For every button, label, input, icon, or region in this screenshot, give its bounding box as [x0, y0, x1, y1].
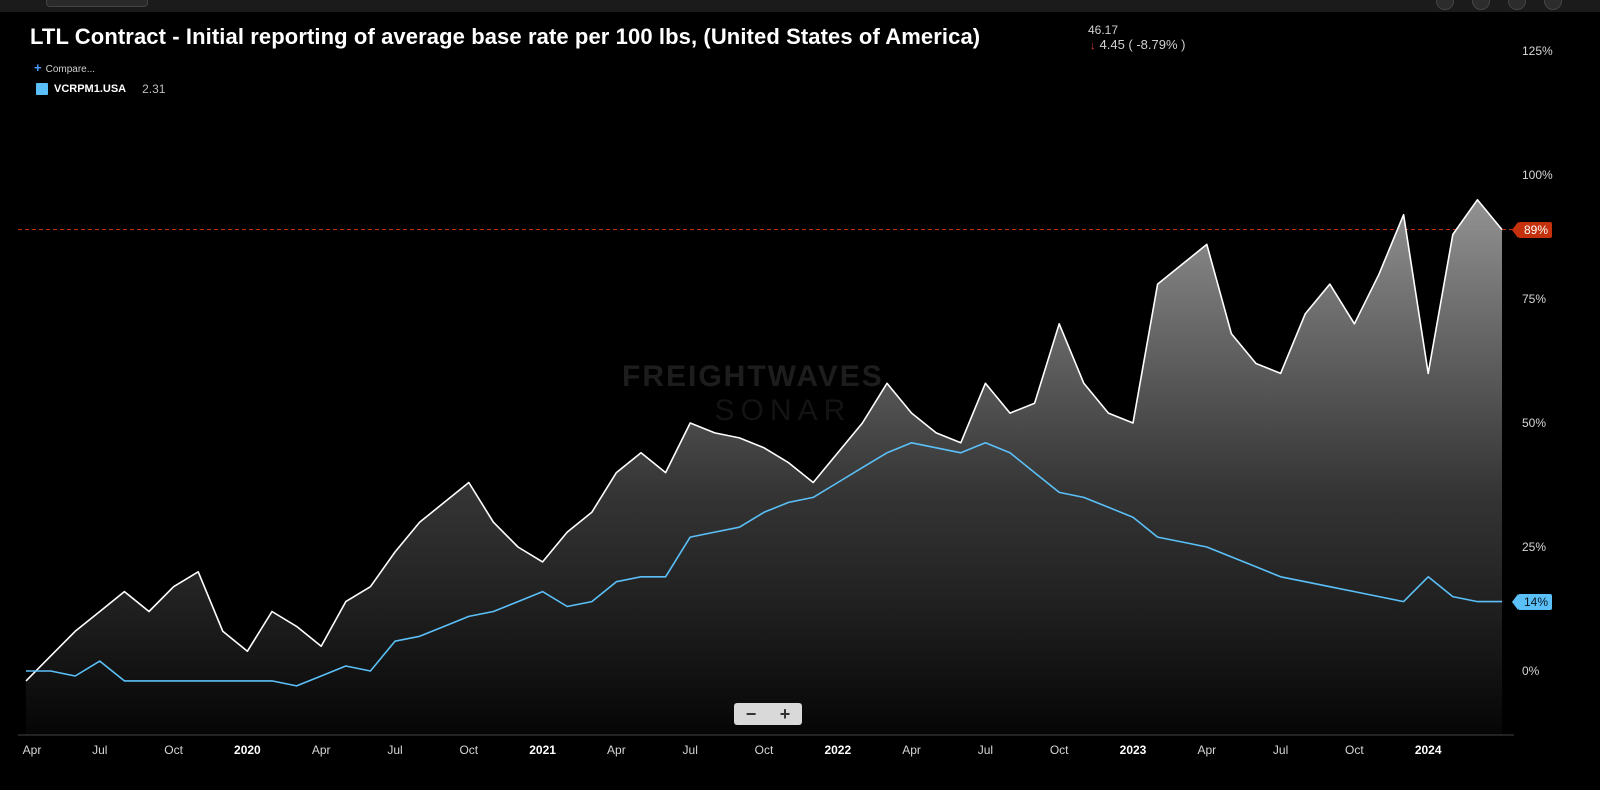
- x-tick-label: Jul: [682, 743, 698, 757]
- x-tick-label: Apr: [1197, 743, 1217, 757]
- vcrpm1-series-line: [26, 441, 1502, 687]
- legend-series-name: VCRPM1.USA: [54, 83, 127, 95]
- change-text: 4.45 ( -8.79% ): [1099, 37, 1186, 52]
- y-tick-label: 75%: [1522, 292, 1547, 306]
- reference-value-badge: 89%: [1511, 222, 1553, 238]
- x-tick-label: Jul: [387, 743, 403, 757]
- x-tick-label: 2023: [1119, 743, 1147, 757]
- legend[interactable]: VCRPM1.USA 2.31: [36, 82, 165, 96]
- x-tick-label: 2020: [234, 743, 261, 757]
- legend-series-value: 2.31: [142, 82, 166, 96]
- compare-button[interactable]: + Compare...: [34, 60, 95, 75]
- x-tick-label: Jul: [92, 743, 108, 757]
- x-tick-label: Oct: [1049, 743, 1069, 757]
- y-tick-label: 0%: [1522, 664, 1540, 678]
- x-tick-label: Jul: [977, 743, 994, 757]
- x-tick-label: Jul: [1272, 743, 1289, 757]
- primary-series-line: [25, 199, 1503, 682]
- zoom-out-button[interactable]: −: [745, 704, 757, 724]
- last-value: 46.17: [1088, 23, 1119, 37]
- y-tick-label: 50%: [1522, 416, 1547, 430]
- x-tick-label: 2022: [824, 743, 852, 757]
- compare-label: Compare...: [45, 64, 96, 75]
- x-tick-label: Apr: [607, 743, 626, 757]
- y-tick-label: 125%: [1522, 44, 1553, 58]
- x-tick-label: Oct: [754, 743, 774, 757]
- x-tick-label: 2024: [1414, 743, 1442, 757]
- down-arrow-icon: ↓: [1090, 40, 1096, 52]
- top-toolbar: [0, 0, 1600, 12]
- value-change: ↓ 4.45 ( -8.79% ): [1090, 37, 1186, 52]
- chart-title: LTL Contract - Initial reporting of aver…: [30, 24, 981, 49]
- legend-swatch: [36, 83, 48, 95]
- y-tick-label: 25%: [1522, 540, 1547, 554]
- x-tick-label: Oct: [459, 743, 479, 757]
- primary-series-area: [26, 199, 1502, 736]
- zoom-controls: − +: [734, 703, 802, 725]
- x-tick-label: Oct: [164, 743, 183, 757]
- x-tick-label: 2021: [529, 743, 556, 757]
- zoom-in-button[interactable]: +: [779, 704, 791, 724]
- x-tick-label: Oct: [1345, 743, 1364, 757]
- toolbar-tab[interactable]: [46, 0, 148, 7]
- x-tick-label: Apr: [22, 743, 42, 757]
- plus-icon: +: [34, 60, 42, 75]
- x-tick-label: Apr: [311, 743, 331, 757]
- y-tick-label: 100%: [1522, 168, 1553, 182]
- x-tick-label: Apr: [902, 743, 921, 757]
- series-value-badge: 14%: [1511, 594, 1553, 610]
